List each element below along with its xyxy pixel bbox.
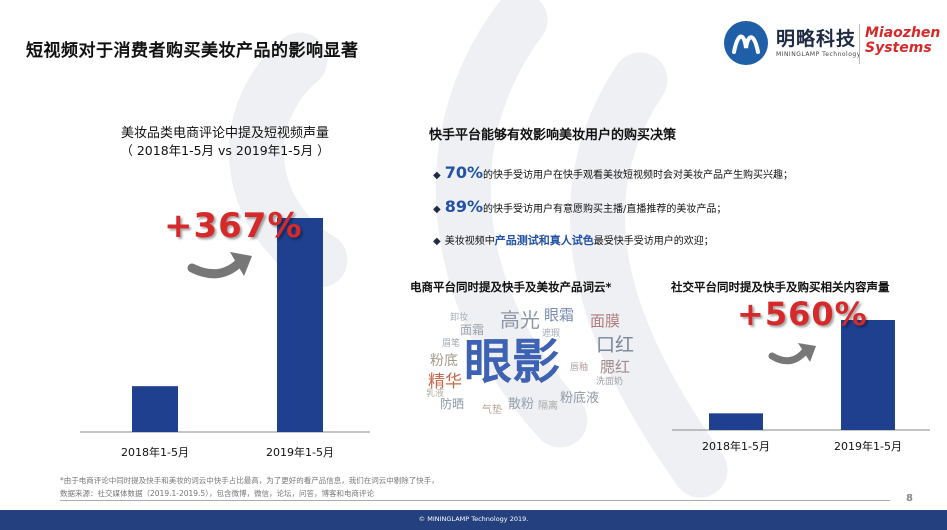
- word-cloud-word: 眼影: [464, 334, 561, 390]
- mininglamp-logo-icon: [724, 21, 768, 65]
- footer-bar: [0, 510, 947, 530]
- logo-divider: [859, 24, 860, 64]
- word-cloud-word: 精华: [428, 372, 462, 392]
- bullet-highlight: 89%: [444, 197, 483, 216]
- survey-bullet-1: ◆ 70%的快手受访用户在快手观看美妆短视频时会对美妆产品产生购买兴趣；: [433, 163, 793, 182]
- right-chart-bar: [709, 413, 763, 430]
- copyright-text: © MININGLAMP Technology 2019.: [418, 515, 529, 523]
- mininglamp-logo-text: 明略科技: [776, 28, 857, 50]
- mininglamp-logo-subtext: MININGLAMP Technology: [776, 51, 861, 58]
- word-cloud-word: 眉笔: [442, 339, 461, 349]
- word-cloud-word: 高光: [500, 308, 540, 332]
- bullet-highlight: 产品测试和真人试色: [494, 234, 594, 247]
- word-cloud-word: 口红: [596, 334, 635, 356]
- bullet-text: 的快手受访用户有意愿购买主播/直播推荐的美妆产品；: [483, 204, 727, 215]
- data-source-note: 数据来源：社交媒体数据（2019.1-2019.5），包含微博，微信，论坛，问答…: [60, 489, 374, 498]
- left-growth-percent: +367%: [164, 206, 303, 246]
- word-cloud-word: 气垫: [482, 405, 502, 416]
- right-chart-tick-label: 2018年1-5月: [702, 439, 770, 453]
- word-cloud-word: 防晒: [440, 397, 465, 411]
- word-cloud-word: 面霜: [460, 323, 485, 337]
- word-cloud-word: 散粉: [508, 397, 535, 412]
- diamond-bullet-icon: ◆: [433, 204, 441, 215]
- word-cloud: 眼影 高光 眼霜 面膜 口红 腮红 粉底液 精华 面霜 粉底 防晒 散粉 隔离 …: [420, 300, 650, 430]
- left-chart-bar: [132, 386, 178, 432]
- left-chart-tick-label: 2019年1-5月: [266, 445, 334, 459]
- survey-bullet-2: ◆ 89%的快手受访用户有意愿购买主播/直播推荐的美妆产品；: [433, 197, 726, 216]
- word-cloud-word: 隔离: [538, 401, 558, 412]
- survey-title: 快手平台能够有效影响美妆用户的购买决策: [429, 128, 677, 143]
- right-chart-bar: [841, 320, 895, 430]
- left-growth-arrow: [187, 257, 245, 279]
- word-cloud-word: 眼霜: [544, 306, 575, 324]
- right-chart-tick-label: 2019年1-5月: [834, 439, 902, 453]
- bullet-highlight: 70%: [444, 163, 483, 182]
- diamond-bullet-icon: ◆: [433, 170, 441, 181]
- right-growth-arrow: [768, 346, 810, 365]
- left-chart-tick-label: 2018年1-5月: [121, 445, 189, 459]
- diamond-bullet-icon: ◆: [433, 236, 441, 247]
- footer-divider: [60, 500, 890, 501]
- left-chart-title: 美妆品类电商评论中提及短视频声量: [120, 126, 329, 141]
- word-cloud-word: 粉底液: [560, 391, 600, 406]
- bullet-text: 最受快手受访用户的欢迎；: [593, 236, 714, 247]
- word-cloud-word: 粉底: [430, 353, 458, 369]
- left-chart-period: （ 2018年1-5月 vs 2019年1-5月 ）: [120, 143, 330, 158]
- word-cloud-word: 腮红: [600, 358, 631, 376]
- bullet-text: 的快手受访用户在快手观看美妆短视频时会对美妆产品产生购买兴趣；: [483, 170, 793, 181]
- right-growth-percent: +560%: [737, 295, 868, 333]
- word-cloud-word: 唇釉: [570, 363, 589, 373]
- bullet-prefix: 美妆视频中: [444, 236, 495, 247]
- right-growth-arrowhead: [798, 343, 816, 362]
- word-cloud-word: 乳液: [426, 389, 445, 399]
- survey-bullet-3: ◆ 美妆视频中产品测试和真人试色最受快手受访用户的欢迎；: [433, 232, 714, 248]
- left-chart-bar: [277, 218, 323, 432]
- social-chart-title: 社交平台同时提及快手及购买相关内容声量: [671, 280, 890, 294]
- left-growth-arrowhead: [230, 252, 252, 276]
- word-cloud-word: 遮瑕: [542, 329, 561, 339]
- miaozhen-logo: Miaozhen Systems: [865, 25, 941, 56]
- word-cloud-word: 面膜: [590, 312, 621, 330]
- word-cloud-word: 洗面奶: [596, 377, 624, 387]
- word-cloud-word: 卸妆: [450, 313, 469, 323]
- footnote: *由于电商评论中同时提及快手和美妆的词云中快手占比最高，为了更好的看产品信息，我…: [60, 476, 439, 485]
- slide-title: 短视频对于消费者购买美妆产品的影响显著: [26, 41, 359, 61]
- page-number: 8: [906, 493, 913, 504]
- word-cloud-title: 电商平台同时提及快手及美妆产品词云*: [410, 280, 612, 294]
